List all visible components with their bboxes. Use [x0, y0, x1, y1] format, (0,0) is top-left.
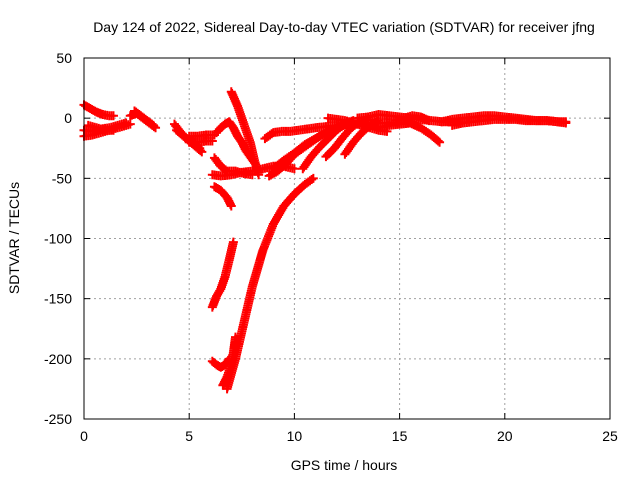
data-point: [435, 137, 445, 147]
data-point: [315, 131, 325, 141]
y-tick-label: -250: [44, 411, 72, 427]
data-point: [308, 173, 318, 183]
data-point: [207, 136, 217, 146]
data-point: [307, 175, 317, 185]
data-series: [222, 173, 318, 394]
x-tick-label: 25: [602, 428, 618, 444]
y-tick-label: -50: [52, 170, 72, 186]
data-point: [147, 119, 157, 129]
data-series: [226, 87, 264, 180]
data-series: [447, 114, 571, 130]
data-series: [209, 153, 257, 180]
data-point: [561, 118, 571, 128]
data-point: [148, 120, 158, 130]
plot-area: [79, 87, 571, 394]
data-series: [184, 136, 217, 147]
y-tick-label: -100: [44, 231, 72, 247]
data-point: [195, 146, 205, 156]
data-point: [424, 116, 434, 126]
data-point: [108, 111, 118, 121]
data-point: [433, 136, 443, 146]
data-point: [254, 170, 264, 180]
data-point: [121, 118, 131, 128]
x-tick-label: 0: [80, 428, 88, 444]
y-tick-label: -150: [44, 291, 72, 307]
data-series: [129, 106, 158, 130]
x-axis-label: GPS time / hours: [291, 457, 398, 473]
x-tick-label: 10: [287, 428, 303, 444]
x-tick-label: 5: [185, 428, 193, 444]
data-point: [197, 147, 207, 157]
y-axis-label: SDTVAR / TECUs: [6, 182, 22, 294]
data-point: [313, 132, 323, 142]
x-tick-label: 20: [497, 428, 513, 444]
data-point: [108, 125, 118, 135]
x-tick-label: 15: [392, 428, 408, 444]
data-series: [212, 117, 259, 168]
y-tick-label: -200: [44, 351, 72, 367]
data-series: [207, 237, 238, 312]
data-point: [228, 237, 238, 247]
data-series: [264, 131, 325, 181]
y-tick-label: 50: [56, 50, 72, 66]
data-series: [209, 182, 236, 211]
data-series: [390, 111, 434, 126]
data-point: [226, 201, 236, 211]
data-series: [83, 120, 118, 135]
chart-title: Day 124 of 2022, Sidereal Day-to-day VTE…: [93, 19, 595, 35]
data-series: [207, 354, 234, 372]
y-tick-label: 0: [64, 110, 72, 126]
axis-ticks: 0 5 10 15 20 25 -250 -200 -150 -100 -50 0 50: [44, 50, 618, 444]
data-point: [289, 164, 299, 174]
